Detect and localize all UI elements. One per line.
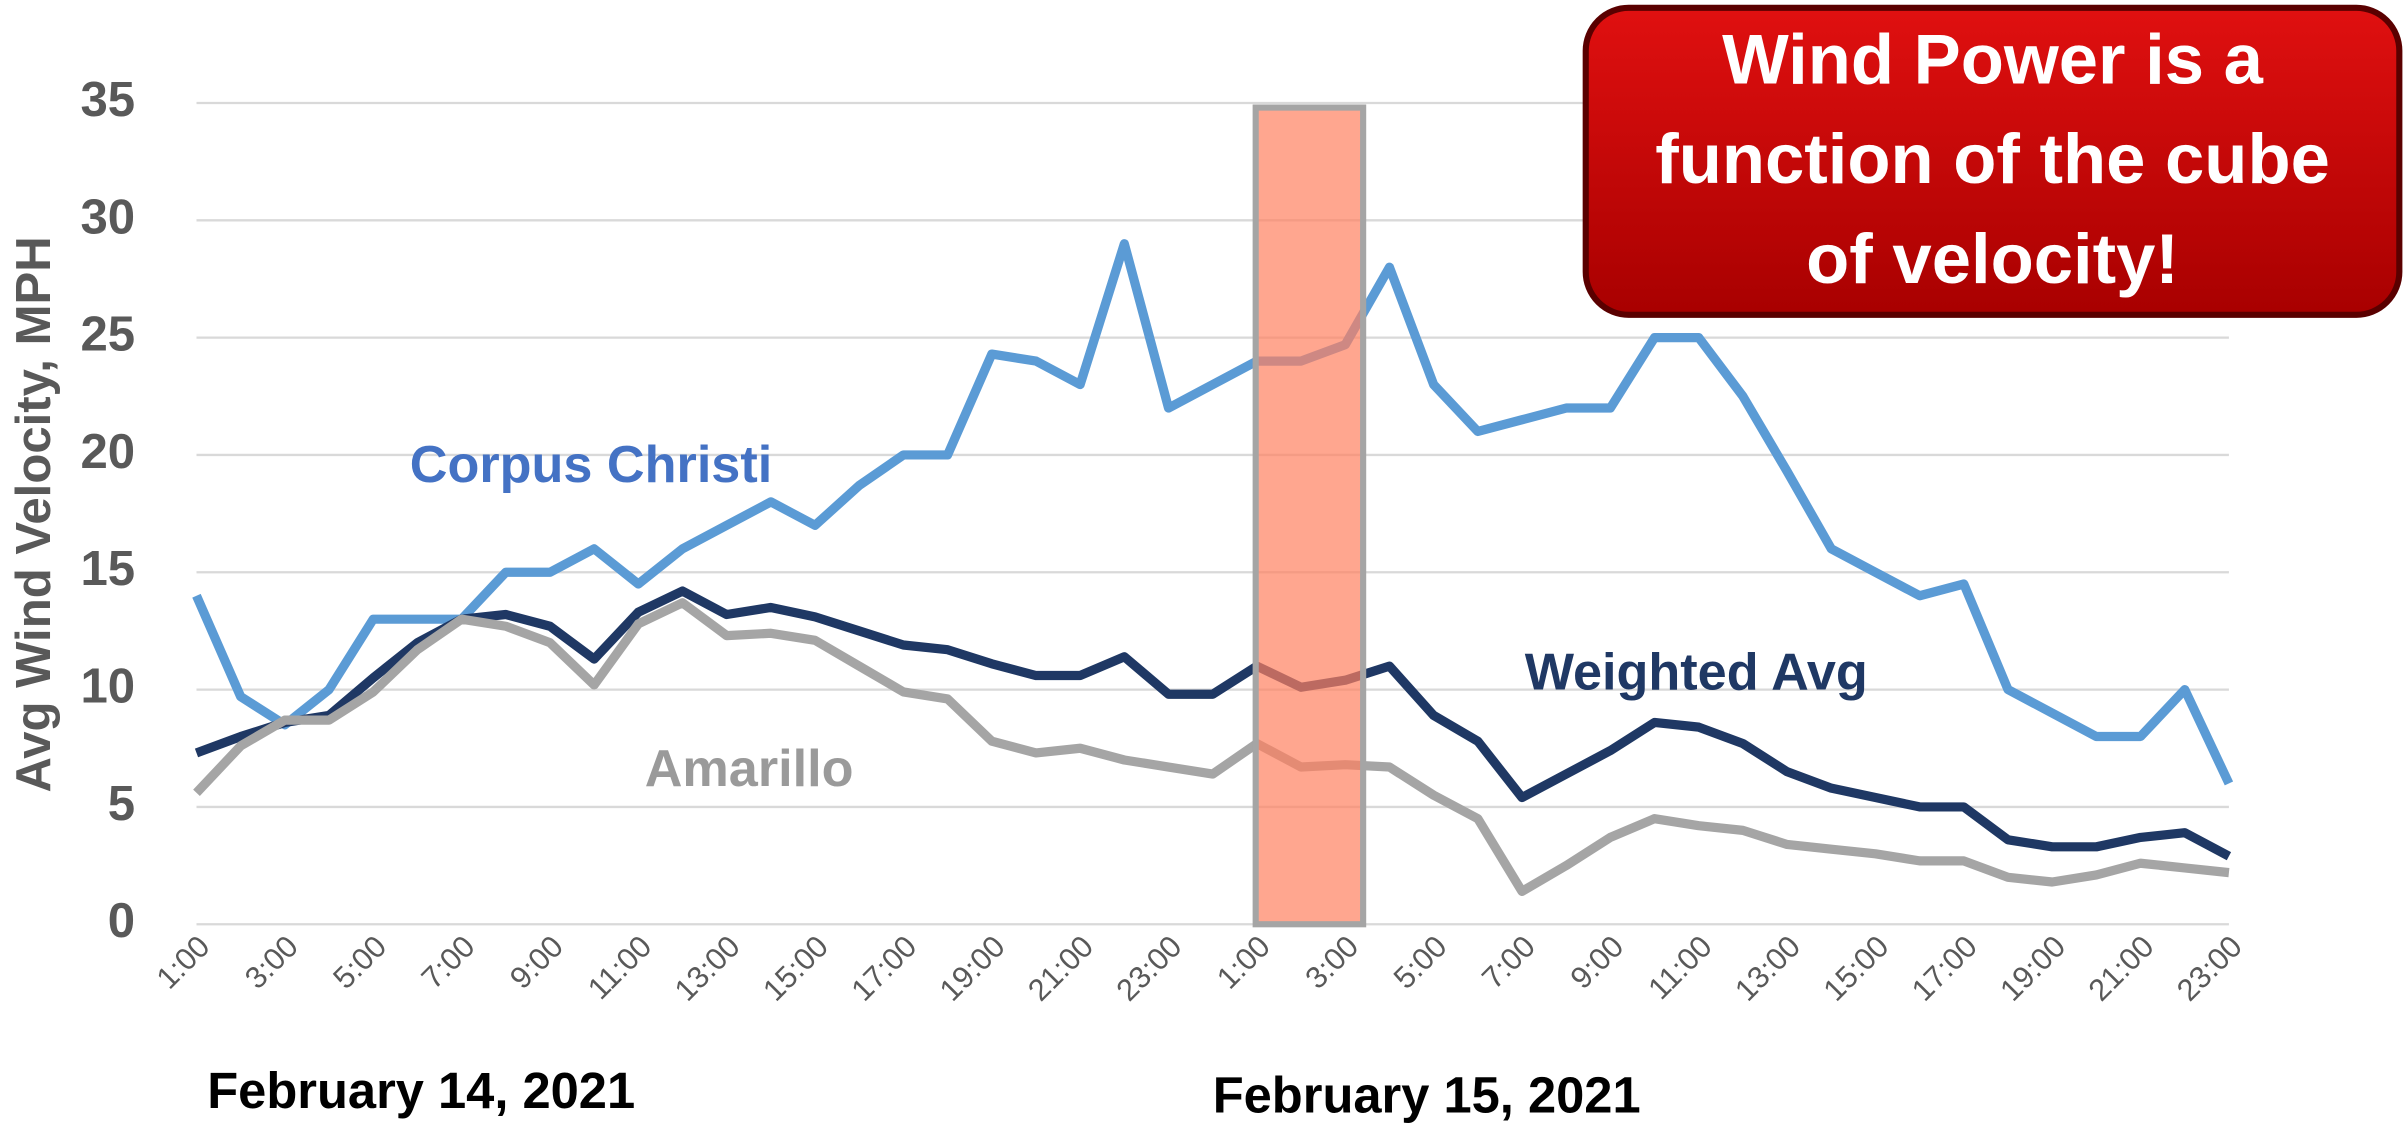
x-tick-label: 3:00 — [1298, 929, 1365, 996]
date-label: February 15, 2021 — [1213, 1067, 1641, 1124]
series-label: Weighted Avg — [1525, 643, 1868, 701]
x-tick-label: 1:00 — [1210, 929, 1277, 996]
x-tick-label: 11:00 — [1641, 929, 1718, 1006]
x-tick-label: 19:00 — [933, 929, 1012, 1008]
x-tick-label: 23:00 — [2170, 929, 2249, 1008]
x-tick-label: 7:00 — [1475, 929, 1542, 996]
x-tick-label: 23:00 — [1109, 929, 1188, 1008]
y-tick-label: 30 — [80, 190, 135, 244]
x-tick-label: 1:00 — [149, 929, 216, 996]
x-tick-label: 5:00 — [326, 929, 393, 996]
x-tick-label: 17:00 — [844, 929, 923, 1008]
y-tick-label: 25 — [80, 308, 135, 362]
annotation-text: of velocity! — [1806, 219, 2179, 298]
x-tick-label: 21:00 — [2081, 929, 2160, 1008]
annotation-box — [1582, 4, 2403, 318]
x-tick-label: 13:00 — [668, 929, 747, 1008]
x-tick-label: 17:00 — [1905, 929, 1984, 1008]
x-tick-label: 3:00 — [238, 929, 305, 996]
series-line — [192, 239, 2234, 786]
annotation-text: Wind Power is a — [1722, 19, 2264, 98]
series-label: Amarillo — [645, 740, 854, 798]
y-tick-label: 15 — [80, 542, 135, 596]
date-label: February 14, 2021 — [207, 1062, 635, 1119]
series-line — [194, 586, 2232, 861]
x-tick-label: 19:00 — [1993, 929, 2072, 1008]
y-tick-label: 5 — [108, 777, 135, 831]
highlight-band — [1252, 104, 1367, 928]
series-line — [193, 598, 2230, 896]
x-tick-label: 9:00 — [503, 929, 570, 996]
y-tick-label: 10 — [80, 660, 135, 714]
x-tick-label: 5:00 — [1387, 929, 1454, 996]
y-tick-label: 35 — [80, 73, 135, 127]
y-tick-label: 20 — [80, 425, 135, 479]
x-tick-label: 11:00 — [581, 929, 658, 1006]
x-tick-label: 13:00 — [1728, 929, 1807, 1008]
y-tick-label: 0 — [108, 894, 135, 948]
plot — [192, 239, 2234, 896]
y-axis-label: Avg Wind Velocity, MPH — [7, 236, 61, 792]
x-tick-label: 15:00 — [1816, 929, 1895, 1008]
annotation-text: function of the cube — [1655, 119, 2330, 198]
x-tick-label: 7:00 — [414, 929, 481, 996]
series-label: Corpus Christi — [410, 436, 772, 494]
x-tick-label: 9:00 — [1563, 929, 1630, 996]
x-tick-label: 21:00 — [1021, 929, 1100, 1008]
x-tick-label: 15:00 — [756, 929, 835, 1008]
